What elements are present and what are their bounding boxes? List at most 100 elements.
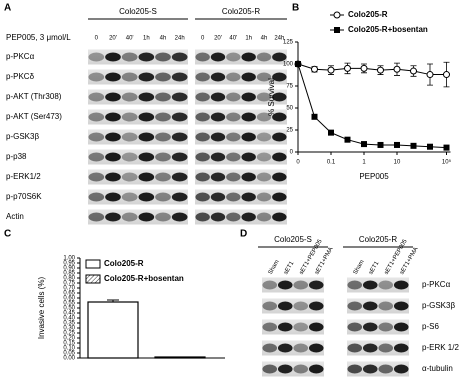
- blot-band: [171, 92, 188, 102]
- blot-band: [105, 92, 121, 102]
- blot-band: [210, 72, 226, 82]
- blot-band: [272, 152, 287, 162]
- y-tick-label: 0.50: [63, 306, 75, 312]
- blot-band: [293, 322, 309, 332]
- blot-band: [210, 152, 226, 162]
- panel-label: B: [292, 3, 299, 14]
- blot-band: [226, 132, 241, 142]
- lane-label: sET1: [283, 260, 296, 276]
- blot-band: [293, 343, 309, 353]
- y-tick-label: 0.90: [63, 266, 75, 272]
- blot-band: [138, 212, 155, 222]
- blot-band: [272, 192, 287, 202]
- blot-band: [378, 280, 394, 290]
- blot-band: [256, 212, 272, 222]
- blot-band: [256, 52, 272, 62]
- blot-band: [121, 152, 138, 162]
- marker: [393, 65, 401, 73]
- blot-band: [241, 192, 256, 202]
- blot-band: [378, 301, 394, 311]
- blot-band: [210, 192, 226, 202]
- blot-band: [171, 112, 188, 122]
- blot-band: [138, 92, 155, 102]
- blot-band: [88, 52, 105, 62]
- marker: [344, 64, 351, 72]
- blot-band: [121, 132, 138, 142]
- y-tick-label: 0.45: [63, 311, 75, 317]
- blot-band: [308, 364, 324, 374]
- legend-marker: [333, 11, 341, 19]
- blot-band: [262, 280, 278, 290]
- blot-band: [171, 52, 188, 62]
- treatment-label: PEP005, 3 μmol/L: [6, 33, 71, 42]
- blot-band: [138, 132, 155, 142]
- y-tick-label: 0.85: [63, 271, 75, 277]
- x-tick-label: 10: [394, 160, 401, 166]
- blot-band: [105, 132, 121, 142]
- blot-band: [362, 322, 378, 332]
- blot-band: [171, 152, 188, 162]
- blot-band: [195, 172, 210, 182]
- blot-band: [88, 152, 105, 162]
- blot-band: [272, 172, 287, 182]
- panel-label: C: [4, 229, 11, 240]
- blot-band: [347, 301, 363, 311]
- blot-band: [293, 301, 309, 311]
- series-line: [297, 63, 447, 76]
- blot-band: [277, 280, 293, 290]
- y-axis-label: % Survival: [267, 78, 276, 116]
- blot-band: [171, 72, 188, 82]
- blot-band: [105, 152, 121, 162]
- y-tick-label: 0.05: [63, 351, 75, 357]
- blot-band: [393, 301, 409, 311]
- blot-band: [138, 172, 155, 182]
- y-tick-label: 0.25: [63, 331, 75, 337]
- blot-strip: [262, 340, 324, 356]
- y-tick-label: 0.75: [63, 281, 75, 287]
- marker: [427, 143, 433, 150]
- blot-strip: [347, 298, 409, 314]
- blot-band: [210, 212, 226, 222]
- blot-band: [121, 212, 138, 222]
- blot-band: [171, 192, 188, 202]
- blot-band: [362, 301, 378, 311]
- blot-band: [262, 343, 278, 353]
- x-tick-label: 1: [362, 160, 366, 166]
- y-tick-label: 0.30: [63, 326, 75, 332]
- blot-strip: [347, 319, 409, 335]
- blot-band: [121, 52, 138, 62]
- blot-band: [393, 343, 409, 353]
- blot-band: [105, 112, 121, 122]
- blot-band: [393, 364, 409, 374]
- marker: [327, 66, 335, 74]
- blot-band: [138, 152, 155, 162]
- row-label: α-tubulin: [422, 364, 453, 373]
- blot-band: [226, 172, 241, 182]
- blot-band: [362, 343, 378, 353]
- blot-band: [88, 192, 105, 202]
- y-tick-label: 0.80: [63, 276, 75, 282]
- blot-band: [195, 152, 210, 162]
- legend-swatch: [85, 259, 101, 269]
- group-header: Colo205-R: [222, 7, 260, 16]
- y-tick-label: 50: [286, 106, 293, 112]
- blot-band: [210, 172, 226, 182]
- y-tick-label: 0.00: [63, 356, 75, 362]
- blot-band: [308, 301, 324, 311]
- blot-band: [241, 52, 256, 62]
- y-tick-label: 0.55: [63, 301, 75, 307]
- blot-band: [195, 132, 210, 142]
- row-label: p-ERK1/2: [6, 172, 41, 181]
- blot-band: [195, 212, 210, 222]
- blot-band: [226, 212, 241, 222]
- y-tick-label: 0.65: [63, 291, 75, 297]
- blot-band: [272, 52, 287, 62]
- lane-label: sET1: [368, 260, 381, 276]
- blot-band: [155, 212, 171, 222]
- blot-band: [347, 364, 363, 374]
- y-tick-label: 100: [283, 62, 294, 68]
- blot-band: [88, 112, 105, 122]
- legend-label: Colo205-R: [348, 10, 388, 19]
- x-tick-label: 10⁵: [442, 159, 452, 166]
